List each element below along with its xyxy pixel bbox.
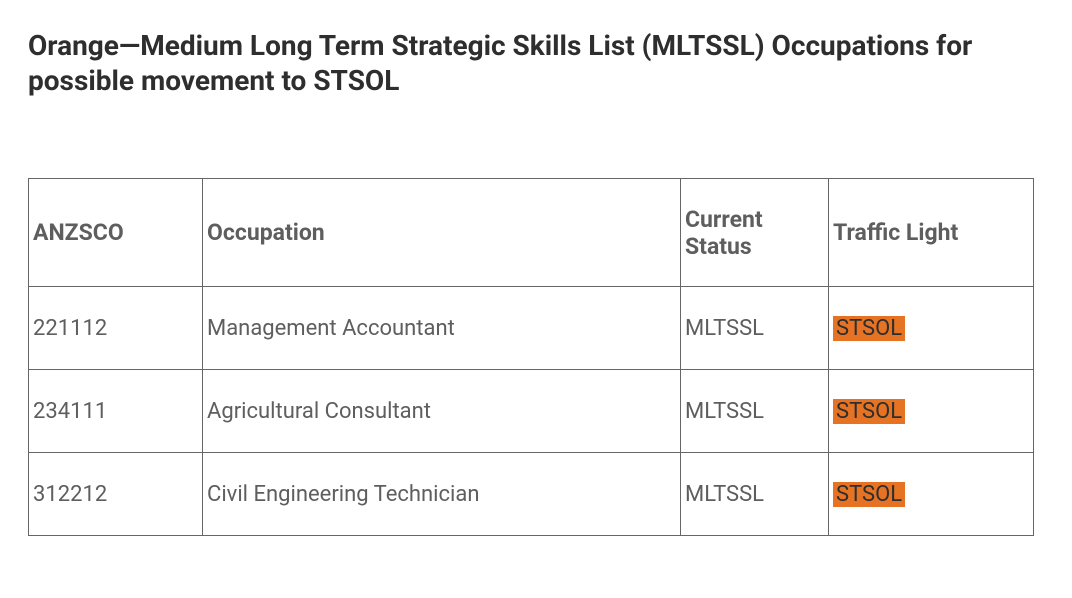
cell-occupation: Civil Engineering Technician	[203, 453, 681, 536]
cell-anzsco: 312212	[29, 453, 203, 536]
traffic-light-badge: STSOL	[833, 316, 905, 341]
table-row: 221112 Management Accountant MLTSSL STSO…	[29, 287, 1034, 370]
cell-traffic: STSOL	[829, 370, 1034, 453]
cell-status: MLTSSL	[681, 287, 829, 370]
cell-occupation: Management Accountant	[203, 287, 681, 370]
traffic-light-badge: STSOL	[833, 482, 905, 507]
cell-status: MLTSSL	[681, 370, 829, 453]
cell-traffic: STSOL	[829, 287, 1034, 370]
col-header-status: Current Status	[681, 179, 829, 287]
col-header-anzsco: ANZSCO	[29, 179, 203, 287]
table-row: 312212 Civil Engineering Technician MLTS…	[29, 453, 1034, 536]
cell-status: MLTSSL	[681, 453, 829, 536]
table-row: 234111 Agricultural Consultant MLTSSL ST…	[29, 370, 1034, 453]
occupations-table: ANZSCO Occupation Current Status Traffic…	[28, 178, 1034, 536]
page-title: Orange—Medium Long Term Strategic Skills…	[28, 28, 988, 98]
table-header-row: ANZSCO Occupation Current Status Traffic…	[29, 179, 1034, 287]
cell-anzsco: 234111	[29, 370, 203, 453]
cell-occupation: Agricultural Consultant	[203, 370, 681, 453]
col-header-occupation: Occupation	[203, 179, 681, 287]
col-header-traffic: Traffic Light	[829, 179, 1034, 287]
cell-anzsco: 221112	[29, 287, 203, 370]
traffic-light-badge: STSOL	[833, 399, 905, 424]
cell-traffic: STSOL	[829, 453, 1034, 536]
